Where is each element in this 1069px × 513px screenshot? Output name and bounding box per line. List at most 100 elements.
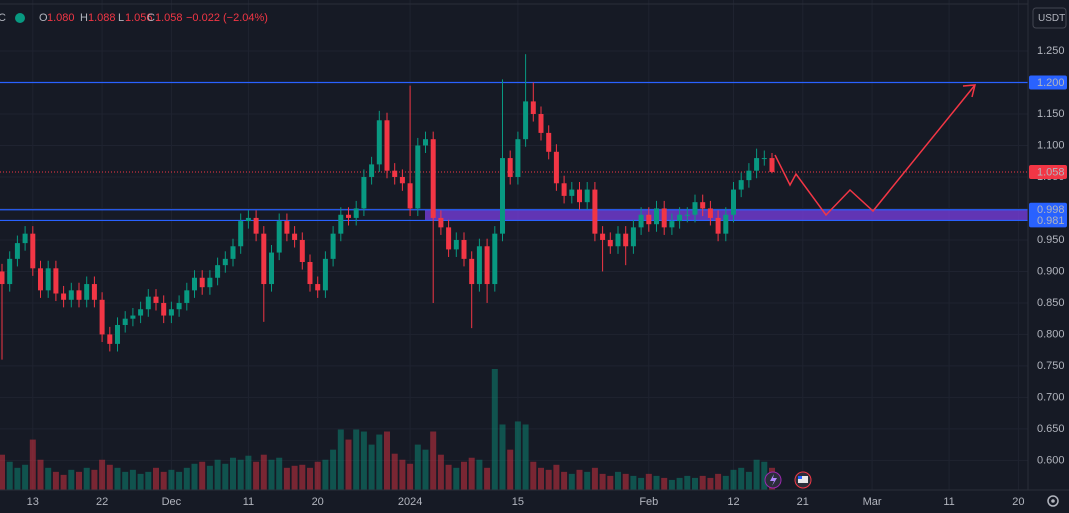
volume-bar (437, 454, 444, 490)
candle-body (53, 268, 59, 294)
volume-bar (283, 467, 290, 490)
volume-bar (699, 475, 706, 490)
volume-bar (445, 464, 452, 490)
candle-body (30, 233, 36, 269)
candle-body (654, 208, 659, 225)
volume-bar (168, 469, 175, 490)
volume-bar (114, 467, 121, 490)
candle-body (122, 318, 128, 325)
candle-body (153, 296, 159, 303)
candle-body (238, 221, 244, 247)
candle-body (7, 258, 13, 285)
candle-body (615, 233, 621, 247)
candle-body (353, 208, 359, 218)
candle-body (769, 158, 775, 172)
volume-bar (330, 449, 337, 490)
candle-body (38, 268, 43, 291)
volume-bar (260, 454, 267, 490)
volume-bar (122, 471, 129, 490)
y-tick-label: 0.800 (1037, 328, 1065, 340)
candle-body (192, 277, 197, 291)
candle-body (338, 214, 344, 234)
volume-bar (545, 469, 552, 490)
x-tick-label: 20 (312, 496, 324, 508)
candle-body (107, 334, 113, 344)
volume-bar (153, 467, 159, 490)
volume-bar (568, 473, 575, 490)
volume-bar (183, 467, 190, 490)
currency-button[interactable] (1032, 7, 1067, 29)
candle-body (399, 176, 405, 184)
volume-bar (468, 457, 475, 490)
x-tick-label: 13 (27, 496, 39, 508)
level-label: 0.998 (1037, 204, 1065, 216)
status-dot (15, 13, 25, 23)
candle-body (500, 158, 505, 234)
candle-body (99, 299, 105, 335)
candle-body (646, 214, 652, 225)
x-tick-label: 11 (943, 496, 954, 508)
volume-bar (314, 461, 321, 490)
candle-body (91, 284, 97, 300)
candle-body (731, 189, 736, 215)
volume-bar (391, 453, 398, 490)
volume-bar (276, 457, 283, 490)
candle-body (446, 227, 452, 250)
volume-bar (60, 474, 67, 490)
volume-bar (206, 465, 213, 490)
volume-bar (422, 449, 429, 490)
candle-body (138, 309, 144, 316)
high-value: 1.088 (88, 12, 116, 24)
candle-body (738, 180, 744, 190)
candle-body (607, 239, 613, 247)
y-tick-label: 0.850 (1037, 297, 1065, 309)
volume-bar (707, 477, 714, 490)
x-tick-label: 15 (512, 496, 524, 508)
volume-bar (538, 467, 544, 490)
candle-body (546, 132, 552, 152)
volume-bar (160, 471, 167, 490)
candle-body (577, 189, 582, 203)
candle-body (600, 233, 606, 240)
y-tick-label: 1.100 (1037, 139, 1065, 151)
candle-body (492, 233, 498, 285)
x-tick-label: 22 (96, 496, 108, 508)
candle-body (115, 324, 120, 344)
settings-icon[interactable] (1047, 495, 1059, 507)
candle-body (45, 268, 51, 291)
volume-bar (722, 475, 729, 490)
candle-body (199, 277, 205, 288)
volume-bar (484, 467, 491, 490)
candle-body (361, 176, 367, 209)
volume-bar (291, 465, 298, 490)
volume-bar (52, 471, 59, 490)
candle-body (14, 243, 20, 259)
y-tick-label: 1.150 (1037, 108, 1065, 120)
x-tick-label: 20 (1012, 496, 1024, 508)
currency-label[interactable]: USDT (1038, 13, 1065, 24)
volume-bar (37, 459, 44, 490)
volume-bar (730, 469, 737, 490)
candle-body (561, 183, 567, 196)
volume-bar (738, 467, 745, 490)
x-tick-label: 21 (797, 496, 809, 508)
volume-bar (491, 369, 498, 490)
candle-body (515, 139, 521, 177)
candle-layer (0, 54, 775, 360)
close-key: C (147, 12, 155, 24)
x-tick-label: 12 (727, 496, 739, 508)
candle-body (22, 233, 28, 244)
y-tick-label: 0.900 (1037, 265, 1065, 277)
volume-bar (584, 471, 591, 490)
candle-body (245, 217, 251, 222)
volume-bar (376, 434, 383, 490)
volume-bar (399, 459, 406, 490)
candle-body (661, 208, 667, 228)
level-label: 0.981 (1037, 215, 1065, 227)
volume-bar (653, 475, 660, 490)
volume-bar (237, 459, 244, 490)
event-icon-bolt (770, 474, 777, 486)
volume-bar (22, 464, 29, 490)
volume-bar (68, 469, 75, 490)
